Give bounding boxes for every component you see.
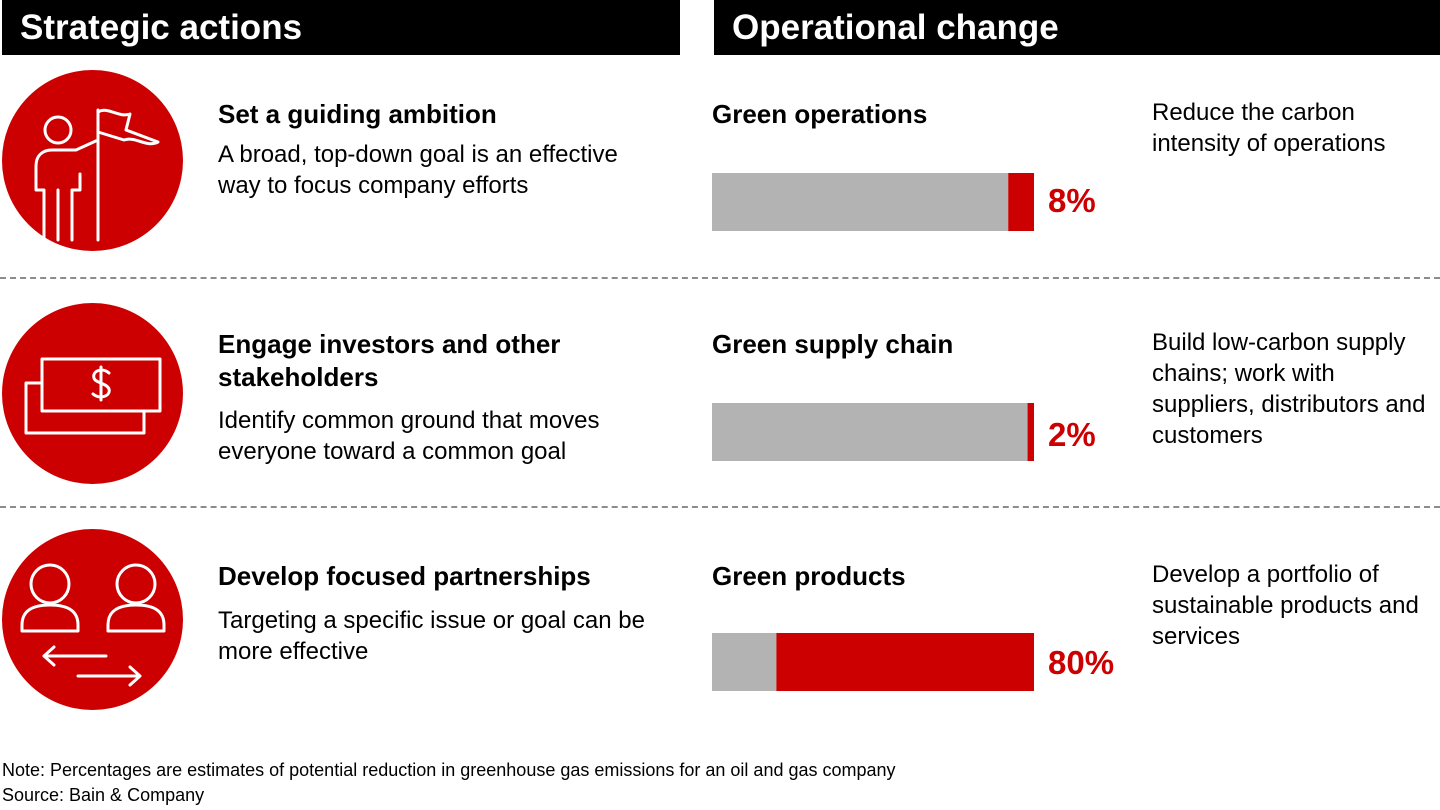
- operation-description: Build low-carbon supply chains; work wit…: [1152, 329, 1426, 449]
- operation-description: Develop a portfolio of sustainable produ…: [1152, 561, 1419, 650]
- action-title: Develop focused partnerships: [218, 561, 591, 591]
- operation-title: Green supply chain: [712, 329, 954, 359]
- action-title: Set a guiding ambition: [218, 99, 497, 129]
- percentage-label: 80%: [1048, 644, 1115, 681]
- people-exchange-icon: [2, 529, 183, 710]
- row-divider: [0, 506, 1440, 508]
- bar-svg: [712, 173, 1034, 231]
- bar-value-fill: [1008, 173, 1034, 231]
- strategic-actions-header: Strategic actions: [2, 0, 680, 55]
- operation-title: Green operations: [712, 99, 928, 129]
- percentage-label: 2%: [1048, 416, 1096, 453]
- row-divider: [0, 277, 1440, 279]
- bar-green-supply-chain: [712, 403, 1034, 461]
- bar-svg: [712, 403, 1034, 461]
- person-with-flag-icon: [2, 70, 183, 251]
- bar-background: [712, 173, 1009, 231]
- bar-value-fill: [1027, 403, 1034, 461]
- footnote: Note: Percentages are estimates of poten…: [2, 758, 1202, 808]
- dollar-bills-icon: [2, 303, 183, 484]
- footnote-note: Note: Percentages are estimates of poten…: [2, 760, 896, 780]
- bar-svg: [712, 633, 1034, 691]
- action-description: A broad, top-down goal is an effective w…: [218, 141, 618, 199]
- bar-green-operations: [712, 173, 1034, 231]
- bar-green-products: [712, 633, 1034, 691]
- bar-background: [712, 633, 777, 691]
- operational-change-header: Operational change: [714, 0, 1440, 55]
- action-description: Targeting a specific issue or goal can b…: [218, 607, 645, 665]
- bar-value-fill: [776, 633, 1034, 691]
- operation-description: Reduce the carbon intensity of operation…: [1152, 99, 1386, 157]
- operation-title: Green products: [712, 561, 906, 591]
- bar-background: [712, 403, 1028, 461]
- footnote-source: Source: Bain & Company: [2, 785, 205, 805]
- percentage-label: 8%: [1048, 182, 1096, 219]
- action-title: Engage investors and other stakeholders: [218, 329, 561, 392]
- action-description: Identify common ground that moves everyo…: [218, 407, 600, 465]
